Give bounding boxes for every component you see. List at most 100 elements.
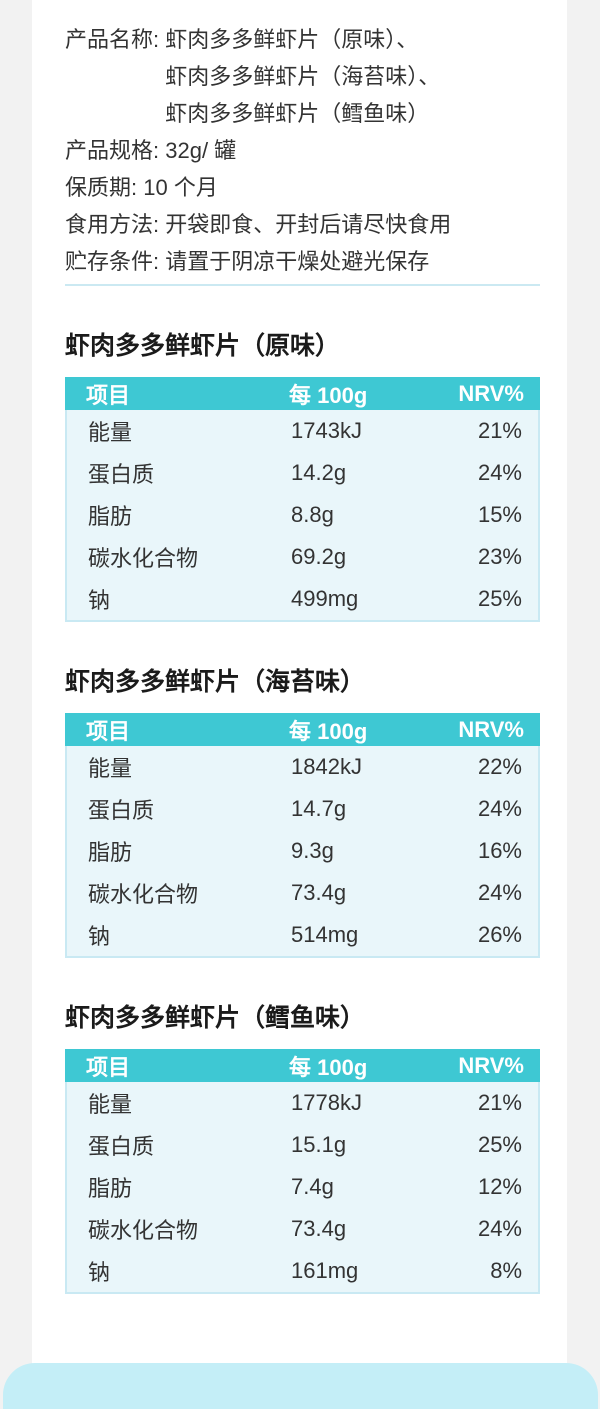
header-cell-item: 项目 — [86, 382, 131, 408]
header-cell-item: 项目 — [86, 718, 131, 744]
table-row: 碳水化合物 73.4g 24% — [67, 872, 538, 914]
cell-nrv: 16% — [477, 838, 522, 863]
cell-per100g: 1842kJ — [291, 754, 362, 779]
header-cell-per100g: 每 100g — [289, 382, 368, 408]
info-value: 请置于阴凉干燥处避光保存 — [165, 249, 430, 274]
cell-nrv: 22% — [477, 754, 522, 779]
content-card: 产品名称: 虾肉多多鲜虾片（原味）、 虾肉多多鲜虾片（海苔味）、 虾肉多多鲜虾片… — [32, 0, 567, 1409]
table-row: 脂肪 7.4g 12% — [67, 1166, 538, 1208]
cell-item: 脂肪 — [88, 504, 133, 529]
nutrition-table: 项目 每 100g NRV% 能量 1842kJ 22% 蛋白质 14.7g 2… — [65, 713, 540, 958]
cell-per100g: 514mg — [291, 922, 359, 947]
section-title: 虾肉多多鲜虾片（鳕鱼味） — [65, 1004, 366, 1032]
cell-per100g: 69.2g — [291, 544, 347, 569]
cell-per100g: 161mg — [291, 1258, 359, 1283]
table-row: 钠 499mg 25% — [67, 578, 538, 620]
info-value: 10 个月 — [143, 175, 218, 200]
nutrition-table: 项目 每 100g NRV% 能量 1743kJ 21% 蛋白质 14.2g 2… — [65, 377, 540, 622]
header-cell-per100g: 每 100g — [289, 1054, 368, 1080]
section-title: 虾肉多多鲜虾片（原味） — [65, 332, 341, 360]
cell-nrv: 26% — [477, 922, 522, 947]
info-value: 开袋即食、开封后请尽快食用 — [165, 212, 452, 237]
cell-nrv: 12% — [477, 1174, 522, 1199]
cell-nrv: 8% — [490, 1258, 522, 1283]
cell-item: 脂肪 — [88, 840, 133, 865]
table-row: 碳水化合物 73.4g 24% — [67, 1208, 538, 1250]
cell-item: 蛋白质 — [88, 462, 155, 487]
cell-item: 碳水化合物 — [88, 1218, 199, 1243]
table-body: 能量 1842kJ 22% 蛋白质 14.7g 24% 脂肪 9.3g 16% … — [67, 746, 538, 956]
cell-per100g: 14.7g — [291, 796, 347, 821]
cell-nrv: 23% — [477, 544, 522, 569]
cell-item: 钠 — [88, 588, 111, 613]
info-label: 贮存条件: — [65, 249, 166, 274]
info-label: 保质期: — [65, 175, 144, 200]
cell-item: 能量 — [88, 420, 133, 445]
cell-nrv: 25% — [477, 586, 522, 611]
header-cell-item: 项目 — [86, 1054, 131, 1080]
section-title: 虾肉多多鲜虾片（海苔味） — [65, 668, 366, 696]
section-divider — [65, 284, 540, 286]
info-field-usage: 食用方法: 开袋即食、开封后请尽快食用 — [65, 206, 540, 243]
info-value: 32g/ 罐 — [165, 138, 237, 163]
product-info-block: 产品名称: 虾肉多多鲜虾片（原味）、 虾肉多多鲜虾片（海苔味）、 虾肉多多鲜虾片… — [65, 0, 540, 280]
info-field-spec: 产品规格: 32g/ 罐 — [65, 132, 540, 169]
cell-nrv: 25% — [477, 1132, 522, 1157]
table-row: 钠 161mg 8% — [67, 1250, 538, 1292]
table-row: 碳水化合物 69.2g 23% — [67, 536, 538, 578]
cell-item: 碳水化合物 — [88, 882, 199, 907]
cell-item: 脂肪 — [88, 1176, 133, 1201]
product-name-line: 虾肉多多鲜虾片（海苔味）、 — [165, 64, 441, 89]
table-body: 能量 1743kJ 21% 蛋白质 14.2g 24% 脂肪 8.8g 15% … — [67, 410, 538, 620]
table-row: 能量 1778kJ 21% — [67, 1082, 538, 1124]
cell-per100g: 1743kJ — [291, 418, 362, 443]
nutrition-section-cod: 虾肉多多鲜虾片（鳕鱼味） 项目 每 100g NRV% 能量 1778kJ 21… — [65, 1001, 540, 1294]
header-cell-nrv: NRV% — [458, 1052, 524, 1078]
info-field-product-name: 产品名称: 虾肉多多鲜虾片（原味）、 虾肉多多鲜虾片（海苔味）、 虾肉多多鲜虾片… — [65, 21, 540, 132]
cell-per100g: 8.8g — [291, 502, 334, 527]
table-row: 蛋白质 14.2g 24% — [67, 452, 538, 494]
table-row: 能量 1743kJ 21% — [67, 410, 538, 452]
cell-per100g: 9.3g — [291, 838, 334, 863]
header-cell-nrv: NRV% — [458, 380, 524, 406]
cell-per100g: 1778kJ — [291, 1090, 362, 1115]
cell-nrv: 21% — [477, 418, 522, 443]
cell-per100g: 15.1g — [291, 1132, 347, 1157]
product-name-line: 虾肉多多鲜虾片（鳕鱼味） — [165, 101, 430, 126]
info-label: 产品名称: — [65, 27, 166, 52]
info-label: 食用方法: — [65, 212, 166, 237]
nutrition-section-seaweed: 虾肉多多鲜虾片（海苔味） 项目 每 100g NRV% 能量 1842kJ 22… — [65, 665, 540, 958]
cell-per100g: 73.4g — [291, 1216, 347, 1241]
table-row: 脂肪 9.3g 16% — [67, 830, 538, 872]
table-body: 能量 1778kJ 21% 蛋白质 15.1g 25% 脂肪 7.4g 12% … — [67, 1082, 538, 1292]
cell-item: 钠 — [88, 924, 111, 949]
table-header-row: 项目 每 100g NRV% — [65, 713, 540, 746]
cell-nrv: 24% — [477, 796, 522, 821]
product-name-line: 虾肉多多鲜虾片（原味）、 — [165, 27, 419, 52]
cell-nrv: 15% — [477, 502, 522, 527]
table-row: 能量 1842kJ 22% — [67, 746, 538, 788]
header-cell-nrv: NRV% — [458, 716, 524, 742]
info-field-storage: 贮存条件: 请置于阴凉干燥处避光保存 — [65, 243, 540, 280]
cell-item: 碳水化合物 — [88, 546, 199, 571]
info-field-shelf-life: 保质期: 10 个月 — [65, 169, 540, 206]
cell-nrv: 24% — [477, 460, 522, 485]
cell-item: 蛋白质 — [88, 798, 155, 823]
cell-nrv: 21% — [477, 1090, 522, 1115]
cell-item: 蛋白质 — [88, 1134, 155, 1159]
table-row: 蛋白质 15.1g 25% — [67, 1124, 538, 1166]
table-row: 钠 514mg 26% — [67, 914, 538, 956]
bottom-rounded-band — [3, 1363, 598, 1409]
nutrition-section-original: 虾肉多多鲜虾片（原味） 项目 每 100g NRV% 能量 1743kJ 21%… — [65, 329, 540, 622]
table-row: 脂肪 8.8g 15% — [67, 494, 538, 536]
cell-nrv: 24% — [477, 880, 522, 905]
header-cell-per100g: 每 100g — [289, 718, 368, 744]
cell-per100g: 73.4g — [291, 880, 347, 905]
cell-per100g: 14.2g — [291, 460, 347, 485]
cell-item: 能量 — [88, 756, 133, 781]
info-value: 虾肉多多鲜虾片（原味）、 虾肉多多鲜虾片（海苔味）、 虾肉多多鲜虾片（鳕鱼味） — [165, 21, 540, 132]
cell-item: 能量 — [88, 1092, 133, 1117]
info-label: 产品规格: — [65, 138, 166, 163]
table-row: 蛋白质 14.7g 24% — [67, 788, 538, 830]
